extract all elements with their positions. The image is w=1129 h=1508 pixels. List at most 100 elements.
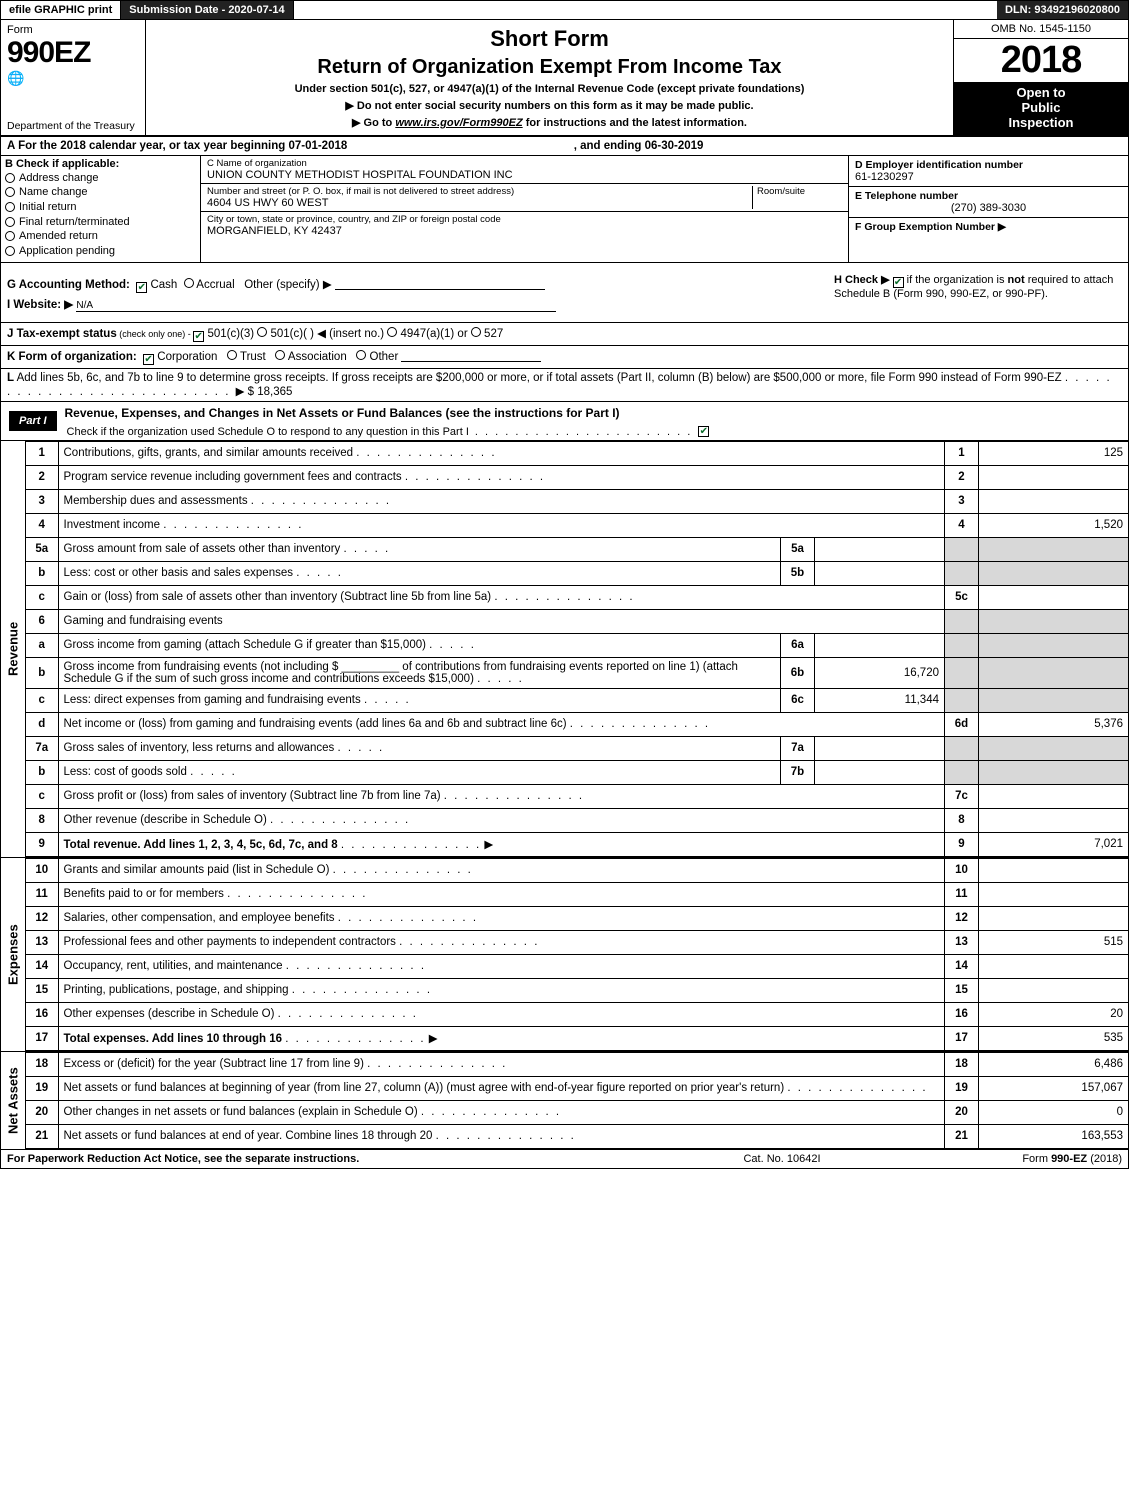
insp-l3: Inspection	[1008, 115, 1073, 130]
radio-icon	[5, 202, 15, 212]
instructions-link-line: ▶ Go to www.irs.gov/Form990EZ for instru…	[152, 116, 947, 129]
org-name-value: UNION COUNTY METHODIST HOSPITAL FOUNDATI…	[207, 169, 842, 181]
line-number: 18	[26, 1052, 58, 1076]
line-number: b	[26, 657, 58, 688]
line-number: 5a	[26, 537, 58, 561]
line-number: 10	[26, 858, 58, 882]
checkbox-schedule-b[interactable]	[893, 277, 904, 288]
line-row: 2Program service revenue including gover…	[26, 465, 1129, 489]
right-line-value	[979, 489, 1129, 513]
checkbox-schedule-o[interactable]	[698, 426, 709, 437]
right-line-value: 0	[979, 1100, 1129, 1124]
line-desc: Other revenue (describe in Schedule O) .…	[58, 808, 945, 832]
l-text: Add lines 5b, 6c, and 7b to line 9 to de…	[17, 372, 1062, 384]
right-line-number: 13	[945, 930, 979, 954]
opt-application-pending[interactable]: Application pending	[5, 245, 196, 258]
dln-label: DLN: 93492196020800	[997, 1, 1128, 19]
radio-icon	[5, 217, 15, 227]
line-number: c	[26, 585, 58, 609]
checkbox-501c3[interactable]	[193, 331, 204, 342]
line-desc: Grants and similar amounts paid (list in…	[58, 858, 945, 882]
line-row: 5aGross amount from sale of assets other…	[26, 537, 1129, 561]
line-desc: Total expenses. Add lines 10 through 16 …	[58, 1026, 945, 1050]
line-desc: Membership dues and assessments . . . . …	[58, 489, 945, 513]
footer-left: For Paperwork Reduction Act Notice, see …	[7, 1153, 642, 1165]
line-number: 6	[26, 609, 58, 633]
line-row: cLess: direct expenses from gaming and f…	[26, 688, 1129, 712]
right-num-shade	[945, 633, 979, 657]
row-j: J Tax-exempt status (check only one) - 5…	[0, 323, 1129, 346]
line-number: 15	[26, 978, 58, 1002]
room-suite-label: Room/suite	[752, 186, 842, 209]
radio-icon	[5, 173, 15, 183]
line-desc: Total revenue. Add lines 1, 2, 3, 4, 5c,…	[58, 832, 945, 856]
line-row: 1Contributions, gifts, grants, and simil…	[26, 441, 1129, 465]
top-bar: efile GRAPHIC print Submission Date - 20…	[0, 0, 1129, 19]
opt-initial-return[interactable]: Initial return	[5, 201, 196, 214]
page-footer: For Paperwork Reduction Act Notice, see …	[0, 1150, 1129, 1169]
right-line-value	[979, 978, 1129, 1002]
radio-527[interactable]	[471, 327, 481, 337]
line-number: 14	[26, 954, 58, 978]
k-other-underline	[401, 350, 541, 362]
line-desc: Contributions, gifts, grants, and simila…	[58, 441, 945, 465]
line-row: 17Total expenses. Add lines 10 through 1…	[26, 1026, 1129, 1050]
globe-icon: 🌐	[7, 70, 139, 87]
col-b: B Check if applicable: Address change Na…	[1, 156, 201, 262]
part1-check-line: Check if the organization used Schedule …	[61, 424, 1128, 440]
j-label: J Tax-exempt status	[7, 328, 117, 340]
efile-label[interactable]: efile GRAPHIC print	[1, 1, 121, 19]
inner-line-value	[815, 561, 945, 585]
line-desc: Less: direct expenses from gaming and fu…	[58, 688, 781, 712]
line-desc: Program service revenue including govern…	[58, 465, 945, 489]
return-title: Return of Organization Exempt From Incom…	[152, 56, 947, 79]
right-line-value	[979, 858, 1129, 882]
checkbox-cash[interactable]	[136, 282, 147, 293]
line-desc: Net assets or fund balances at end of ye…	[58, 1124, 945, 1148]
radio-501c[interactable]	[257, 327, 267, 337]
part1-tag: Part I	[9, 411, 57, 431]
right-num-shade	[945, 760, 979, 784]
right-line-value: 163,553	[979, 1124, 1129, 1148]
org-name-row: C Name of organization UNION COUNTY METH…	[201, 156, 848, 184]
inner-line-label: 7b	[781, 760, 815, 784]
expenses-table: 10Grants and similar amounts paid (list …	[26, 858, 1129, 1051]
line-number: c	[26, 688, 58, 712]
line-desc: Excess or (deficit) for the year (Subtra…	[58, 1052, 945, 1076]
city-row: City or town, state or province, country…	[201, 212, 848, 239]
irs-link[interactable]: www.irs.gov/Form990EZ	[395, 117, 522, 129]
j-opt3: 4947(a)(1) or	[397, 328, 471, 340]
radio-4947[interactable]	[387, 327, 397, 337]
line-desc: Gross income from fundraising events (no…	[58, 657, 781, 688]
opt-address-change[interactable]: Address change	[5, 172, 196, 185]
right-val-shade	[979, 688, 1129, 712]
checkbox-corporation[interactable]	[143, 354, 154, 365]
website-line: I Website: ▶ N/A	[7, 297, 822, 312]
form-number: 990EZ	[7, 36, 139, 70]
j-opt2: 501(c)( ) ◀ (insert no.)	[267, 328, 387, 340]
line-row: 8Other revenue (describe in Schedule O) …	[26, 808, 1129, 832]
radio-other[interactable]	[356, 350, 366, 360]
accounting-method-line: G Accounting Method: Cash Accrual Other …	[7, 277, 822, 293]
h-text: if the organization is	[907, 274, 1008, 286]
cash-label: Cash	[150, 279, 177, 291]
right-line-value	[979, 906, 1129, 930]
line-row: 7aGross sales of inventory, less returns…	[26, 736, 1129, 760]
radio-accrual[interactable]	[184, 278, 194, 288]
opt-final-return[interactable]: Final return/terminated	[5, 216, 196, 229]
line-number: b	[26, 561, 58, 585]
right-line-number: 20	[945, 1100, 979, 1124]
k-trust: Trust	[240, 351, 266, 363]
radio-association[interactable]	[275, 350, 285, 360]
header-left: Form 990EZ 🌐 Department of the Treasury	[1, 20, 146, 135]
right-line-value: 125	[979, 441, 1129, 465]
line-number: 8	[26, 808, 58, 832]
opt-name-change[interactable]: Name change	[5, 186, 196, 199]
line-number: 2	[26, 465, 58, 489]
inner-line-value: 16,720	[815, 657, 945, 688]
line-row: bLess: cost or other basis and sales exp…	[26, 561, 1129, 585]
opt-amended-return[interactable]: Amended return	[5, 230, 196, 243]
radio-trust[interactable]	[227, 350, 237, 360]
footer-right: Form 990-EZ (2018)	[922, 1153, 1122, 1165]
radio-icon	[5, 187, 15, 197]
